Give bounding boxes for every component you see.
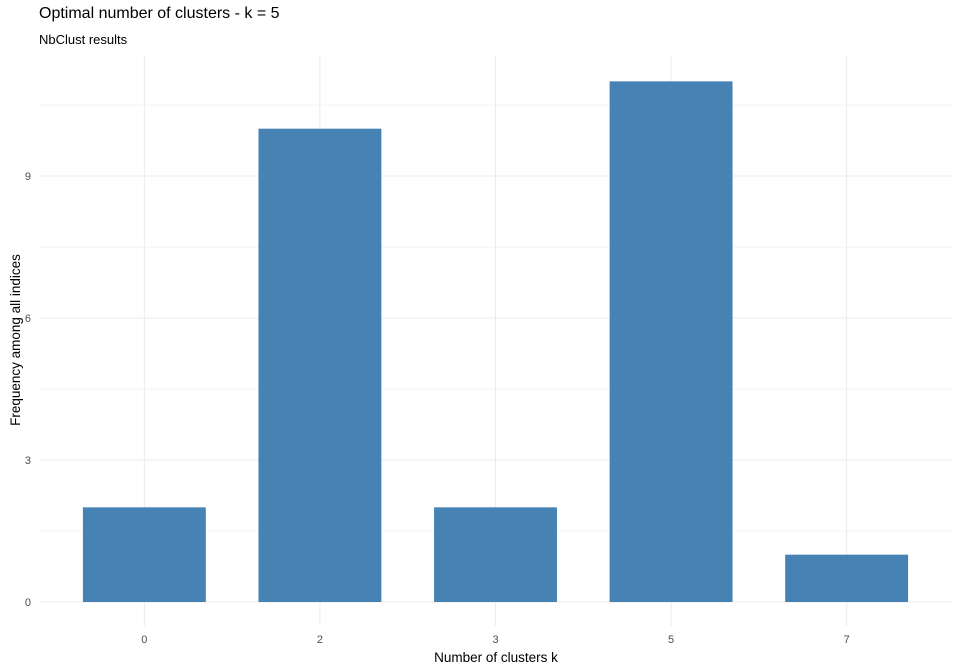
bar-k-3 [434,507,557,602]
y-tick-label: 3 [25,455,31,467]
y-tick-label: 9 [25,171,31,183]
chart-title: Optimal number of clusters - k = 5 [39,5,280,22]
bar-k-7 [785,554,909,602]
x-tick-label: 7 [844,634,850,646]
chart-subtitle: NbClust results [39,32,128,47]
x-tick-label: 0 [141,634,147,646]
x-tick-label: 5 [668,634,674,646]
x-axis-title: Number of clusters k [434,650,558,665]
bar-k-2 [258,128,382,602]
y-axis-ticks: 0 3 6 9 [25,171,31,609]
y-tick-label: 6 [25,313,31,325]
x-tick-label: 2 [317,634,323,646]
y-tick-label: 0 [25,597,31,609]
bar-k-0 [82,507,206,602]
x-axis-ticks: 0 2 3 5 7 [141,634,849,646]
x-tick-label: 3 [492,634,498,646]
y-axis-title: Frequency among all indices [8,254,23,426]
bars [82,81,909,603]
bar-k-5 [609,81,733,603]
